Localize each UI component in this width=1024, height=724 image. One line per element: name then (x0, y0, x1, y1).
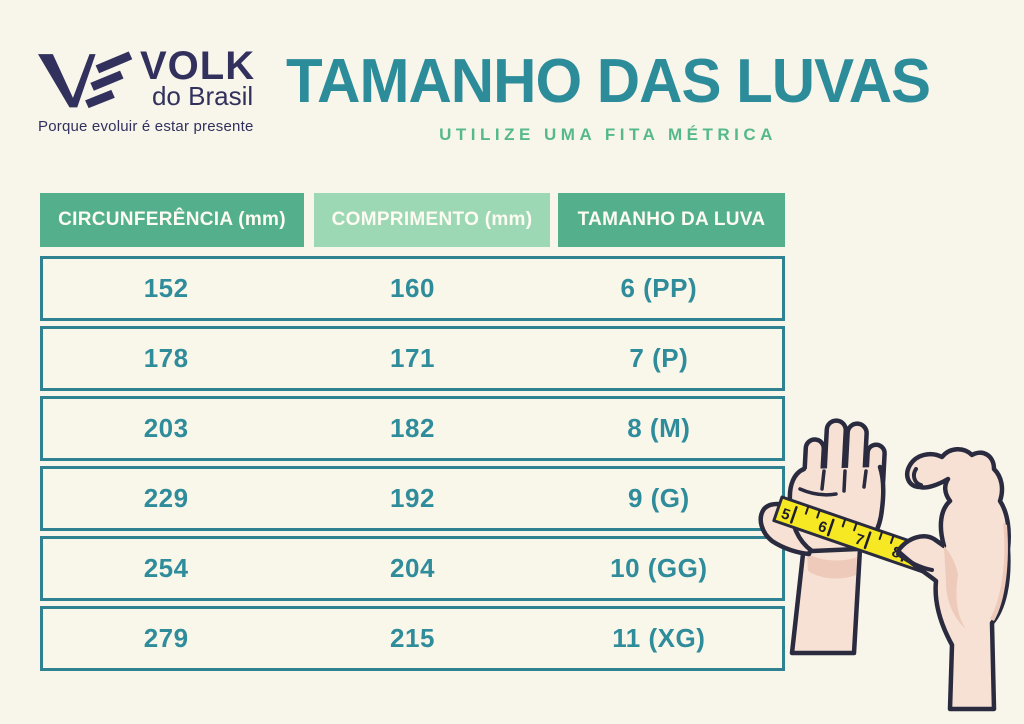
glove-size-cell: 10 (GG) (610, 553, 708, 583)
table-row: 178 171 7 (P) (40, 326, 785, 391)
length-cell: 204 (390, 553, 435, 583)
size-table-body: 152 160 6 (PP) 178 171 7 (P) 203 182 8 (M) 229 192… (40, 256, 785, 671)
circumference-cell: 152 (143, 273, 189, 303)
size-table-header: CIRCUNFERÊNCIA (mm) COMPRIMENTO (mm) TAM… (40, 193, 785, 247)
table-row: 152 160 6 (PP) (40, 256, 785, 321)
logo-brand-text: VOLK (140, 44, 256, 88)
length-cell: 160 (390, 273, 435, 303)
circumference-cell: 203 (143, 413, 189, 443)
logo-brand-subtext: do Brasil (151, 80, 254, 111)
logo-tagline: Porque evoluir é estar presente (38, 118, 254, 135)
length-cell: 171 (390, 343, 435, 373)
circumference-cell: 279 (143, 623, 189, 653)
volk-ve-logo-icon (38, 51, 133, 109)
circumference-cell: 229 (143, 483, 189, 513)
glove-size-cell: 9 (G) (627, 483, 690, 513)
title-block: TAMANHO DAS LUVAS UTILIZE UMA FITA MÉTRI… (278, 46, 938, 145)
glove-size-cell: 11 (XG) (612, 623, 706, 653)
column-header-circumference: CIRCUNFERÊNCIA (mm) (40, 193, 304, 247)
table-row: 229 192 9 (G) (40, 466, 785, 531)
page-title: TAMANHO DAS LUVAS (285, 45, 931, 116)
glove-size-cell: 7 (P) (629, 343, 689, 373)
column-header-length: COMPRIMENTO (mm) (314, 193, 550, 247)
circumference-cell: 178 (143, 343, 189, 373)
length-cell: 215 (390, 623, 435, 653)
circumference-cell: 254 (143, 553, 189, 583)
length-cell: 182 (390, 413, 435, 443)
column-header-glove-size: TAMANHO DA LUVA (558, 193, 785, 247)
hand-measuring-illustration: 5 6 7 8 (758, 418, 1011, 712)
volk-logo: VOLK do Brasil Porque evoluir é estar pr… (38, 44, 268, 135)
glove-size-cell: 6 (PP) (620, 273, 698, 303)
table-row: 203 182 8 (M) (40, 396, 785, 461)
glove-size-cell: 8 (M) (627, 413, 691, 443)
table-row: 254 204 10 (GG) (40, 536, 785, 601)
table-row: 279 215 11 (XG) (40, 606, 785, 671)
page-subtitle: UTILIZE UMA FITA MÉTRICA (439, 125, 777, 144)
length-cell: 192 (390, 483, 435, 513)
